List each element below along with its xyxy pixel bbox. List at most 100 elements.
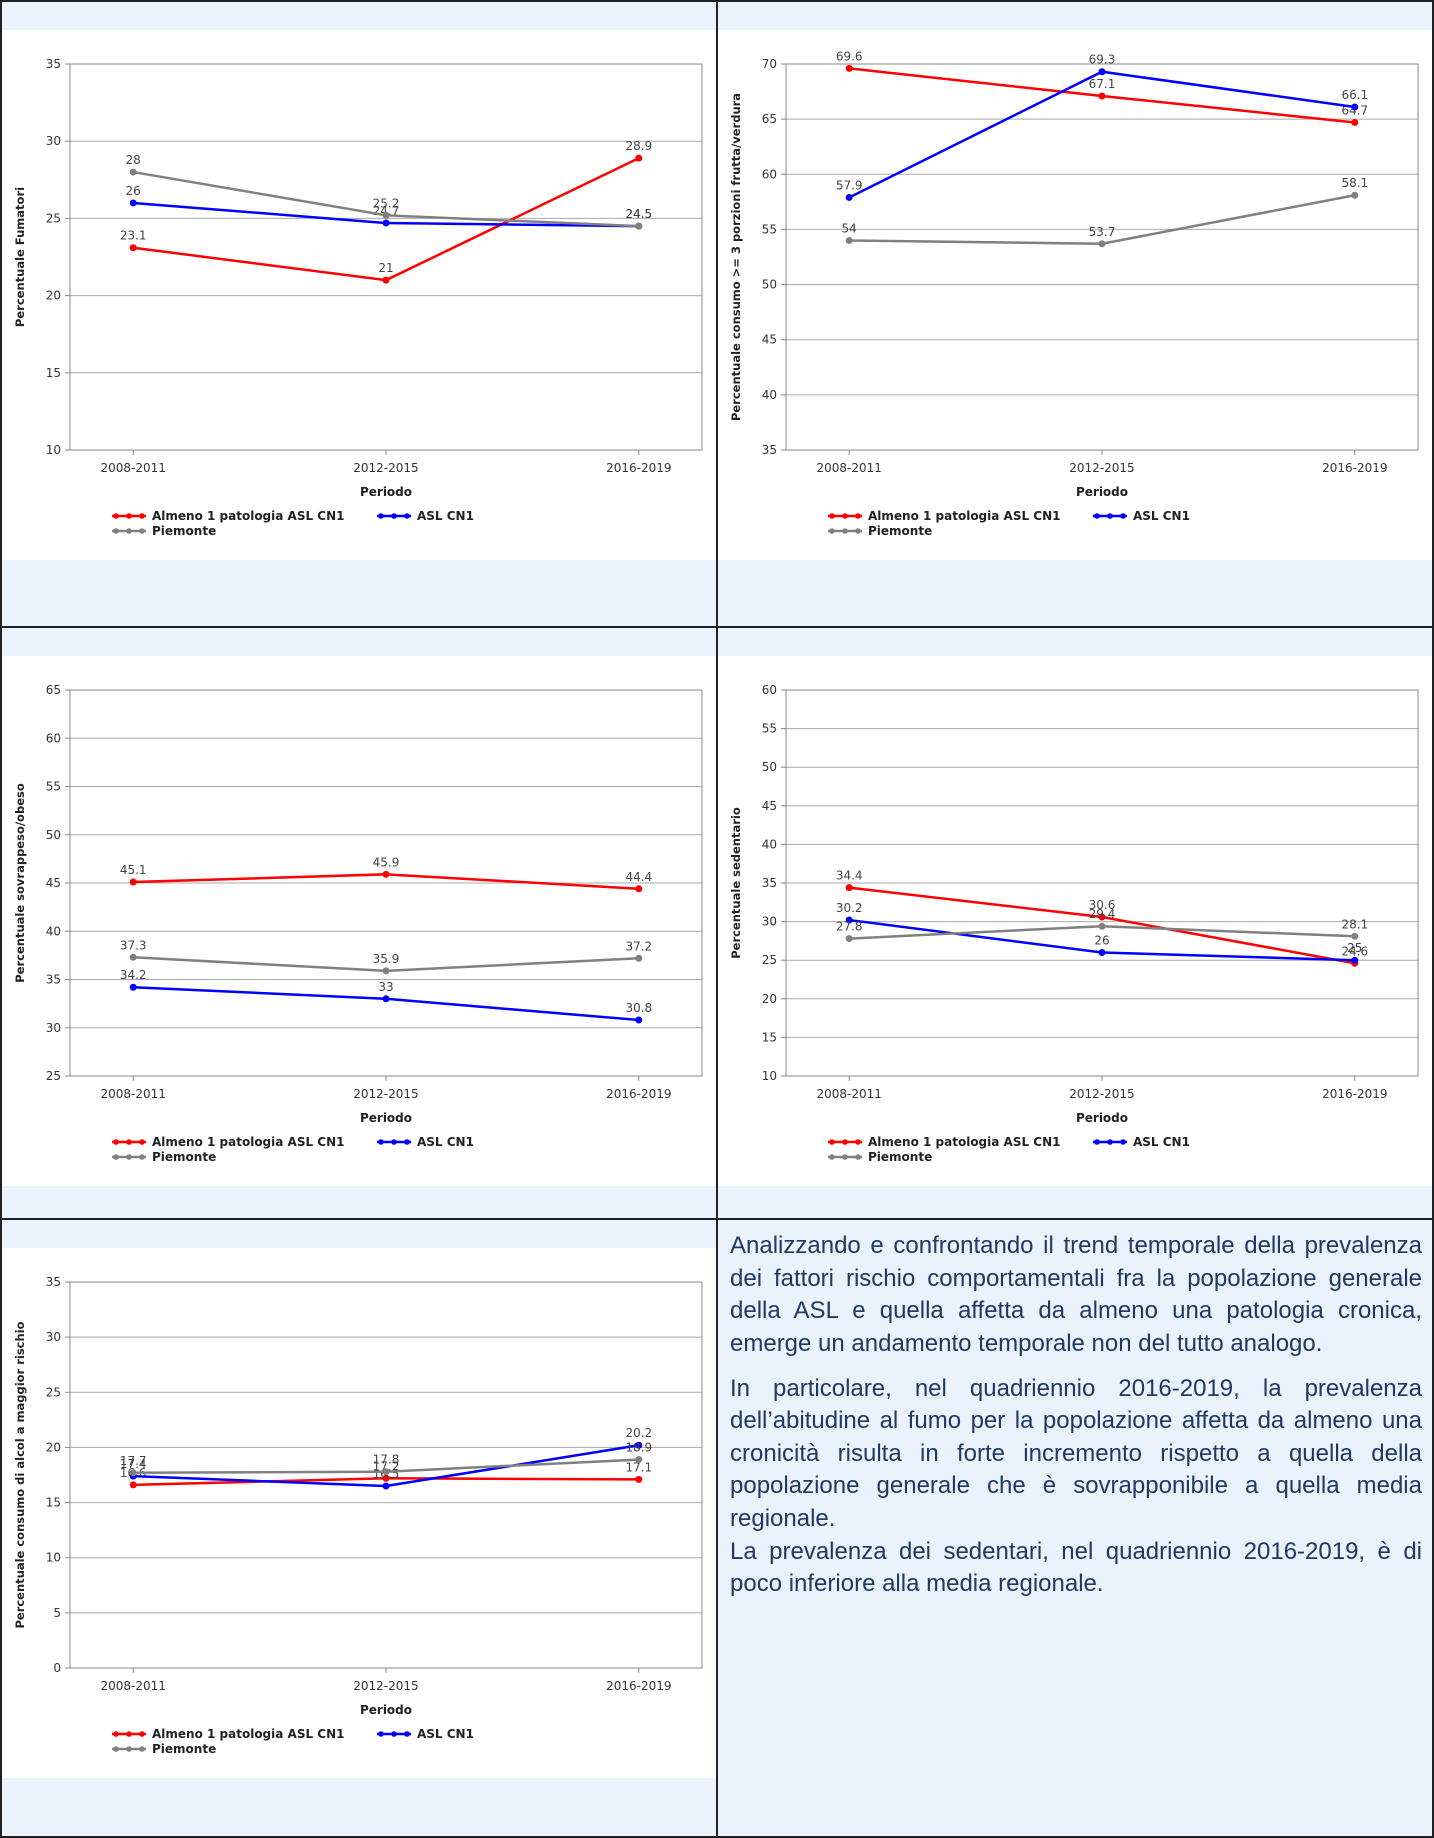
- legend-dot: [139, 1139, 145, 1145]
- point: [1098, 922, 1106, 930]
- point: [129, 244, 137, 252]
- point: [635, 885, 643, 893]
- point: [845, 236, 853, 244]
- legend-label: Piemonte: [152, 1150, 216, 1164]
- legend-dot: [139, 1746, 145, 1752]
- y-tick-label: 30: [46, 1021, 61, 1035]
- legend-label: Almeno 1 patologia ASL CN1: [152, 1727, 345, 1741]
- legend-dot: [842, 513, 848, 519]
- data-label: 24.5: [625, 207, 652, 221]
- point: [1351, 191, 1359, 199]
- point: [845, 916, 853, 924]
- plot-frame: [785, 63, 1419, 451]
- data-label: 33: [378, 980, 393, 994]
- y-tick-label: 55: [46, 780, 61, 794]
- point: [635, 954, 643, 962]
- legend-dot: [1120, 1139, 1126, 1145]
- legend-dot: [113, 1731, 119, 1737]
- paragraph: Analizzando e confrontando il trend temp…: [730, 1232, 1422, 1357]
- point: [1351, 932, 1359, 940]
- y-tick-label: 40: [46, 924, 61, 938]
- x-tick-label: 2008-2011: [100, 1679, 165, 1693]
- point: [635, 1441, 643, 1449]
- legend-dot: [126, 1746, 132, 1752]
- legend-dot: [829, 1154, 835, 1160]
- legend-dot: [391, 1731, 397, 1737]
- data-label: 25.2: [373, 196, 400, 210]
- point: [845, 64, 853, 72]
- data-label: 28: [126, 153, 141, 167]
- point: [845, 193, 853, 201]
- point: [382, 1474, 390, 1482]
- data-label: 30.6: [1089, 898, 1116, 912]
- data-label: 26: [126, 184, 141, 198]
- legend-label: ASL CN1: [417, 509, 474, 523]
- y-tick-label: 25: [762, 953, 777, 967]
- cell: 25 30 35 40 45 50 55 60 65 2008-2011 2012-2015 2016…: [0, 626, 718, 1220]
- legend-dot: [139, 513, 145, 519]
- legend-dot: [829, 528, 835, 534]
- legend-dot: [829, 513, 835, 519]
- data-label: 57.9: [836, 178, 863, 192]
- y-tick-label: 40: [762, 837, 777, 851]
- legend-dot: [829, 1139, 835, 1145]
- y-axis-label: Percentuale sedentario: [729, 807, 743, 959]
- y-tick-label: 30: [762, 915, 777, 929]
- data-label: 27.8: [836, 920, 863, 934]
- point: [382, 967, 390, 975]
- point: [129, 1481, 137, 1489]
- y-tick-label: 20: [762, 992, 777, 1006]
- x-tick-label: 2016-2019: [606, 1679, 671, 1693]
- point: [382, 995, 390, 1003]
- chart: 35 40 45 50 55 60 65 70 2008-2011 2012-2015 2016-2…: [718, 30, 1432, 560]
- legend-dot: [1094, 513, 1100, 519]
- x-axis-label: Periodo: [1076, 485, 1128, 499]
- legend-dot: [842, 1154, 848, 1160]
- data-label: 17.1: [625, 1460, 652, 1474]
- y-tick-label: 45: [762, 799, 777, 813]
- y-tick-label: 40: [762, 388, 777, 402]
- legend-label: Piemonte: [868, 524, 932, 538]
- data-label: 37.3: [120, 938, 147, 952]
- y-tick-label: 15: [762, 1030, 777, 1044]
- data-label: 24.5: [625, 207, 652, 221]
- data-label: 34.2: [120, 968, 147, 982]
- legend-label: Piemonte: [868, 1150, 932, 1164]
- legend-dot: [113, 1154, 119, 1160]
- chart: 10 15 20 25 30 35 2008-2011 2012-2015 2016-2019 P…: [2, 30, 716, 560]
- x-tick-label: 2016-2019: [1322, 1087, 1387, 1101]
- x-tick-label: 2016-2019: [606, 461, 671, 475]
- cell: 0 5 10 15 20 25 30 35 2008-2011 2012-2015 2016-201…: [0, 1218, 718, 1838]
- y-tick-label: 35: [46, 973, 61, 987]
- y-tick-label: 20: [46, 1440, 61, 1454]
- point: [1351, 118, 1359, 126]
- data-label: 24.6: [1341, 944, 1368, 958]
- data-label: 45.9: [373, 855, 400, 869]
- legend-dot: [113, 513, 119, 519]
- legend-dot: [1107, 513, 1113, 519]
- legend-dot: [126, 513, 132, 519]
- data-label: 18.9: [625, 1441, 652, 1455]
- x-axis-label: Periodo: [360, 485, 412, 499]
- legend-dot: [855, 1154, 861, 1160]
- legend-dot: [378, 1139, 384, 1145]
- chart: 10 15 20 25 30 35 40 45 50 55 60 2008-2011 2012-2015…: [718, 656, 1432, 1186]
- y-tick-label: 15: [46, 1496, 61, 1510]
- cell: 10 15 20 25 30 35 40 45 50 55 60 2008-2011 2012-2015…: [716, 626, 1434, 1220]
- y-tick-label: 55: [762, 222, 777, 236]
- legend-label: ASL CN1: [417, 1727, 474, 1741]
- legend-dot: [842, 528, 848, 534]
- cell: 35 40 45 50 55 60 65 70 2008-2011 2012-2015 2016-2…: [716, 0, 1434, 628]
- x-tick-label: 2012-2015: [353, 461, 418, 475]
- point: [845, 884, 853, 892]
- y-axis-label: Percentuale sovrappeso/obeso: [13, 783, 27, 983]
- y-tick-label: 10: [46, 443, 61, 457]
- data-label: 28.9: [625, 139, 652, 153]
- legend-label: Piemonte: [152, 524, 216, 538]
- data-label: 21: [378, 261, 393, 275]
- data-label: 69.3: [1089, 53, 1116, 67]
- y-tick-label: 45: [46, 876, 61, 890]
- y-tick-label: 30: [46, 1330, 61, 1344]
- x-tick-label: 2008-2011: [100, 1087, 165, 1101]
